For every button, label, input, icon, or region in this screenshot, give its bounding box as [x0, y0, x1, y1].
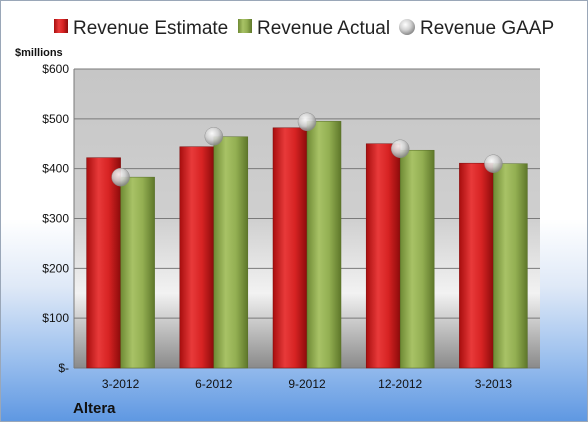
bar-revenue-actual: [399, 149, 435, 369]
x-tick-label: 6-2012: [195, 377, 233, 391]
y-tick-label: $600: [42, 62, 69, 76]
marker-revenue-gaap: [111, 167, 130, 187]
y-tick-label: $100: [42, 311, 69, 325]
gaap-markers: [111, 112, 503, 187]
bar-revenue-actual: [120, 176, 155, 369]
company-name: Altera: [73, 400, 116, 417]
legend-marker-revenue-gaap: [399, 19, 415, 35]
x-tick-label: 3-2012: [102, 377, 140, 391]
y-tick-label: $400: [42, 162, 69, 176]
bar-revenue-estimate: [459, 162, 494, 369]
bar-revenue-actual: [306, 121, 342, 369]
x-axis: 3-2012 6-2012 9-2012 12-2012 3-2013: [102, 377, 512, 391]
bars: [86, 121, 528, 369]
legend-label-revenue-gaap: Revenue GAAP: [420, 18, 554, 39]
x-tick-label: 9-2012: [288, 377, 326, 391]
y-tick-label: $-: [58, 361, 69, 375]
y-axis-unit-label: $millions: [15, 47, 63, 59]
y-tick-label: $500: [42, 112, 69, 126]
y-tick-label: $300: [42, 212, 69, 226]
marker-revenue-gaap: [297, 112, 317, 132]
bar-revenue-estimate: [365, 143, 401, 369]
legend-label-revenue-estimate: Revenue Estimate: [73, 18, 228, 39]
bar-revenue-estimate: [179, 146, 215, 369]
x-tick-label: 3-2013: [475, 377, 513, 391]
legend-label-revenue-actual: Revenue Actual: [257, 18, 390, 39]
marker-revenue-gaap: [204, 127, 224, 146]
marker-revenue-gaap: [390, 139, 410, 158]
bar-revenue-actual: [493, 163, 528, 369]
legend-swatch-revenue-actual: [238, 19, 252, 33]
bar-revenue-actual: [213, 136, 249, 369]
y-axis: $- $100 $200 $300 $400 $500 $600: [42, 62, 75, 375]
bar-revenue-estimate: [86, 157, 121, 369]
x-tick-label: 12-2012: [378, 377, 422, 391]
marker-revenue-gaap: [484, 154, 503, 173]
y-tick-label: $200: [42, 261, 69, 275]
legend-swatch-revenue-estimate: [54, 19, 68, 33]
legend: Revenue Estimate Revenue Actual Revenue …: [54, 18, 554, 39]
bar-revenue-estimate: [272, 127, 308, 369]
